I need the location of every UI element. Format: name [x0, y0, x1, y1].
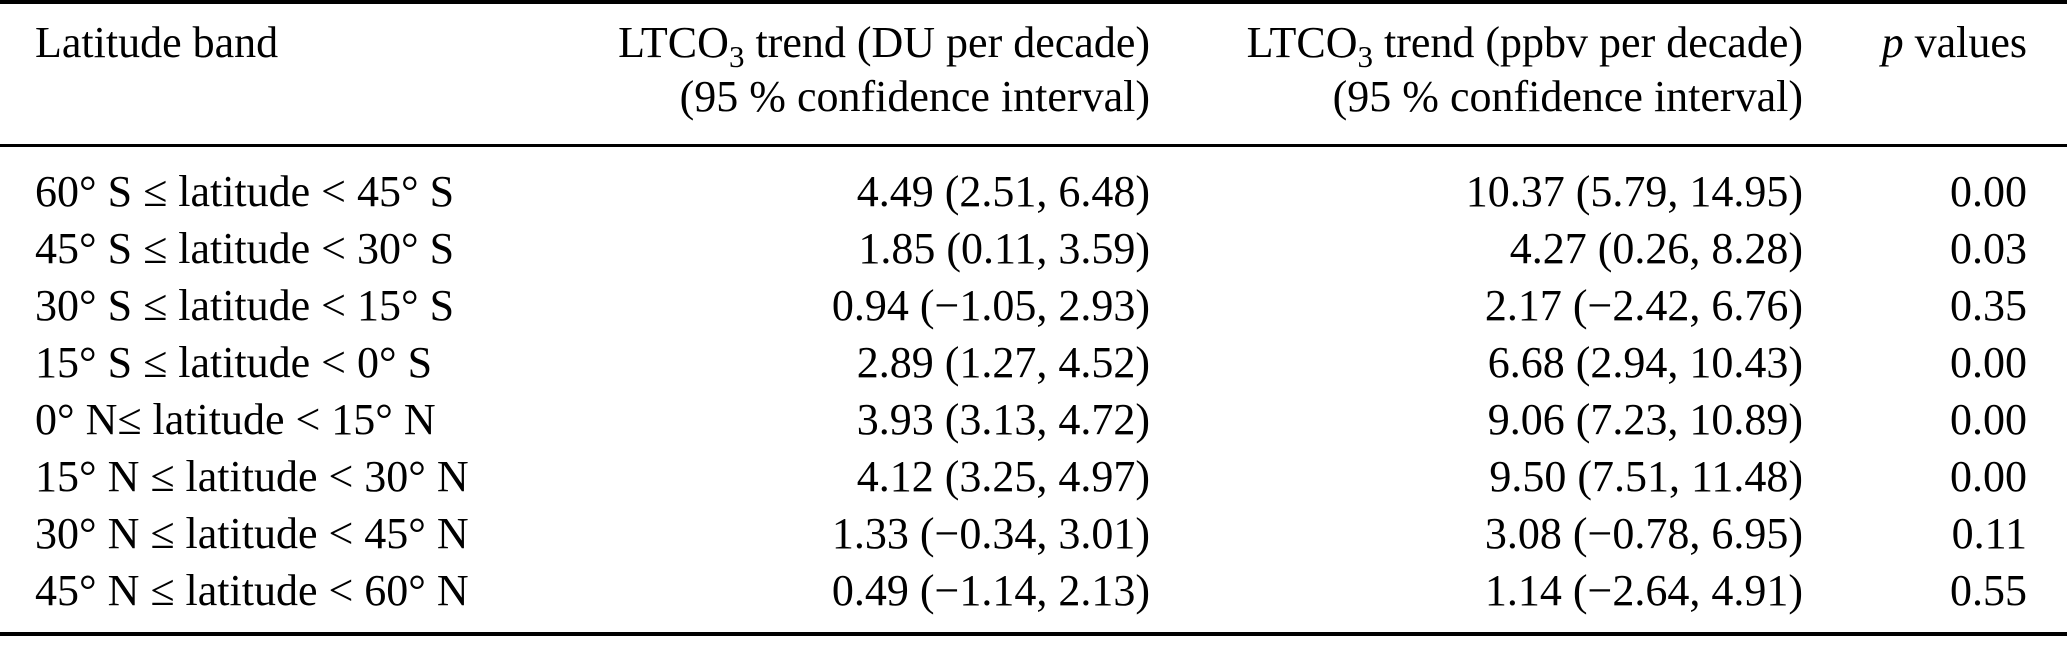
p-value-cell: 0.03 — [1950, 224, 2027, 273]
du-chem-subscript: 3 — [728, 38, 745, 74]
header-row: Latitude band LTCO3 trend (DU per decade… — [0, 2, 2067, 147]
ppbv-trend-cell: 3.08 (−0.78, 6.95) — [1484, 509, 1803, 558]
p-value-cell: 0.35 — [1950, 281, 2027, 330]
header-du-trend-line2: (95 % confidence interval) — [679, 72, 1150, 121]
p-value-cell: 0.00 — [1950, 395, 2027, 444]
table-row: 60° S ≤ latitude < 45° S 4.49 (2.51, 6.4… — [0, 146, 2067, 221]
table-row: 45° N ≤ latitude < 60° N 0.49 (−1.14, 2.… — [0, 562, 2067, 634]
du-trend-cell: 1.33 (−0.34, 3.01) — [831, 509, 1150, 558]
table-row: 0° N≤ latitude < 15° N 3.93 (3.13, 4.72)… — [0, 391, 2067, 448]
latitude-band-cell: 30° S ≤ latitude < 15° S — [35, 281, 455, 330]
header-ppbv-trend-line2: (95 % confidence interval) — [1332, 72, 1803, 121]
du-trend-cell: 2.89 (1.27, 4.52) — [856, 338, 1150, 387]
ppbv-trend-cell: 9.50 (7.51, 11.48) — [1489, 452, 1803, 501]
p-value-cell: 0.00 — [1950, 338, 2027, 387]
du-trend-unit-text: trend (DU per decade) — [744, 18, 1150, 67]
table-header: Latitude band LTCO3 trend (DU per decade… — [0, 2, 2067, 147]
latitude-band-cell: 45° N ≤ latitude < 60° N — [35, 566, 469, 615]
header-du-trend-line1: LTCO3 trend (DU per decade) — [432, 16, 1150, 72]
p-value-cell: 0.11 — [1951, 509, 2027, 558]
header-p-values-label: p values — [1803, 16, 2027, 70]
ppbv-trend-cell: 9.06 (7.23, 10.89) — [1487, 395, 1803, 444]
ppbv-trend-cell: 2.17 (−2.42, 6.76) — [1484, 281, 1803, 330]
du-trend-cell: 0.49 (−1.14, 2.13) — [831, 566, 1150, 615]
ppbv-chem-subscript: 3 — [1357, 38, 1373, 74]
du-chem-prefix: LTCO — [618, 18, 729, 67]
du-trend-cell: 0.94 (−1.05, 2.93) — [831, 281, 1150, 330]
table-row: 45° S ≤ latitude < 30° S 1.85 (0.11, 3.5… — [0, 220, 2067, 277]
header-du-trend: LTCO3 trend (DU per decade) (95 % confid… — [432, 2, 1150, 147]
table-row: 15° N ≤ latitude < 30° N 4.12 (3.25, 4.9… — [0, 448, 2067, 505]
p-symbol: p — [1881, 18, 1904, 67]
header-ppbv-trend: LTCO3 trend (ppbv per decade) (95 % conf… — [1150, 2, 1803, 147]
p-value-cell: 0.00 — [1950, 452, 2027, 501]
p-value-cell: 0.55 — [1950, 566, 2027, 615]
latitude-band-cell: 15° N ≤ latitude < 30° N — [35, 452, 469, 501]
table-body: 60° S ≤ latitude < 45° S 4.49 (2.51, 6.4… — [0, 146, 2067, 635]
ppbv-trend-cell: 10.37 (5.79, 14.95) — [1465, 167, 1803, 216]
header-latitude-band-label: Latitude band — [35, 18, 279, 67]
latitude-band-cell: 0° N≤ latitude < 15° N — [35, 395, 436, 444]
ppbv-chem-prefix: LTCO — [1246, 18, 1358, 67]
ppbv-trend-cell: 4.27 (0.26, 8.28) — [1509, 224, 1803, 273]
latitude-band-cell: 60° S ≤ latitude < 45° S — [35, 167, 455, 216]
du-trend-cell: 4.12 (3.25, 4.97) — [856, 452, 1150, 501]
ppbv-trend-cell: 1.14 (−2.64, 4.91) — [1484, 566, 1803, 615]
table-row: 30° S ≤ latitude < 15° S 0.94 (−1.05, 2.… — [0, 277, 2067, 334]
latitude-band-cell: 30° N ≤ latitude < 45° N — [35, 509, 469, 558]
du-trend-cell: 1.85 (0.11, 3.59) — [858, 224, 1150, 273]
du-trend-cell: 4.49 (2.51, 6.48) — [856, 167, 1150, 216]
ppbv-trend-cell: 6.68 (2.94, 10.43) — [1487, 338, 1803, 387]
header-ppbv-trend-line1: LTCO3 trend (ppbv per decade) — [1150, 16, 1803, 72]
table-row: 30° N ≤ latitude < 45° N 1.33 (−0.34, 3.… — [0, 505, 2067, 562]
latitude-band-cell: 45° S ≤ latitude < 30° S — [35, 224, 455, 273]
header-p-values: p values — [1803, 2, 2067, 147]
latitude-band-cell: 15° S ≤ latitude < 0° S — [35, 338, 433, 387]
p-values-text: values — [1903, 18, 2027, 67]
ppbv-trend-unit-text: trend (ppbv per decade) — [1372, 18, 1803, 67]
p-value-cell: 0.00 — [1950, 167, 2027, 216]
table-row: 15° S ≤ latitude < 0° S 2.89 (1.27, 4.52… — [0, 334, 2067, 391]
du-trend-cell: 3.93 (3.13, 4.72) — [856, 395, 1150, 444]
header-latitude-band: Latitude band — [0, 2, 432, 147]
